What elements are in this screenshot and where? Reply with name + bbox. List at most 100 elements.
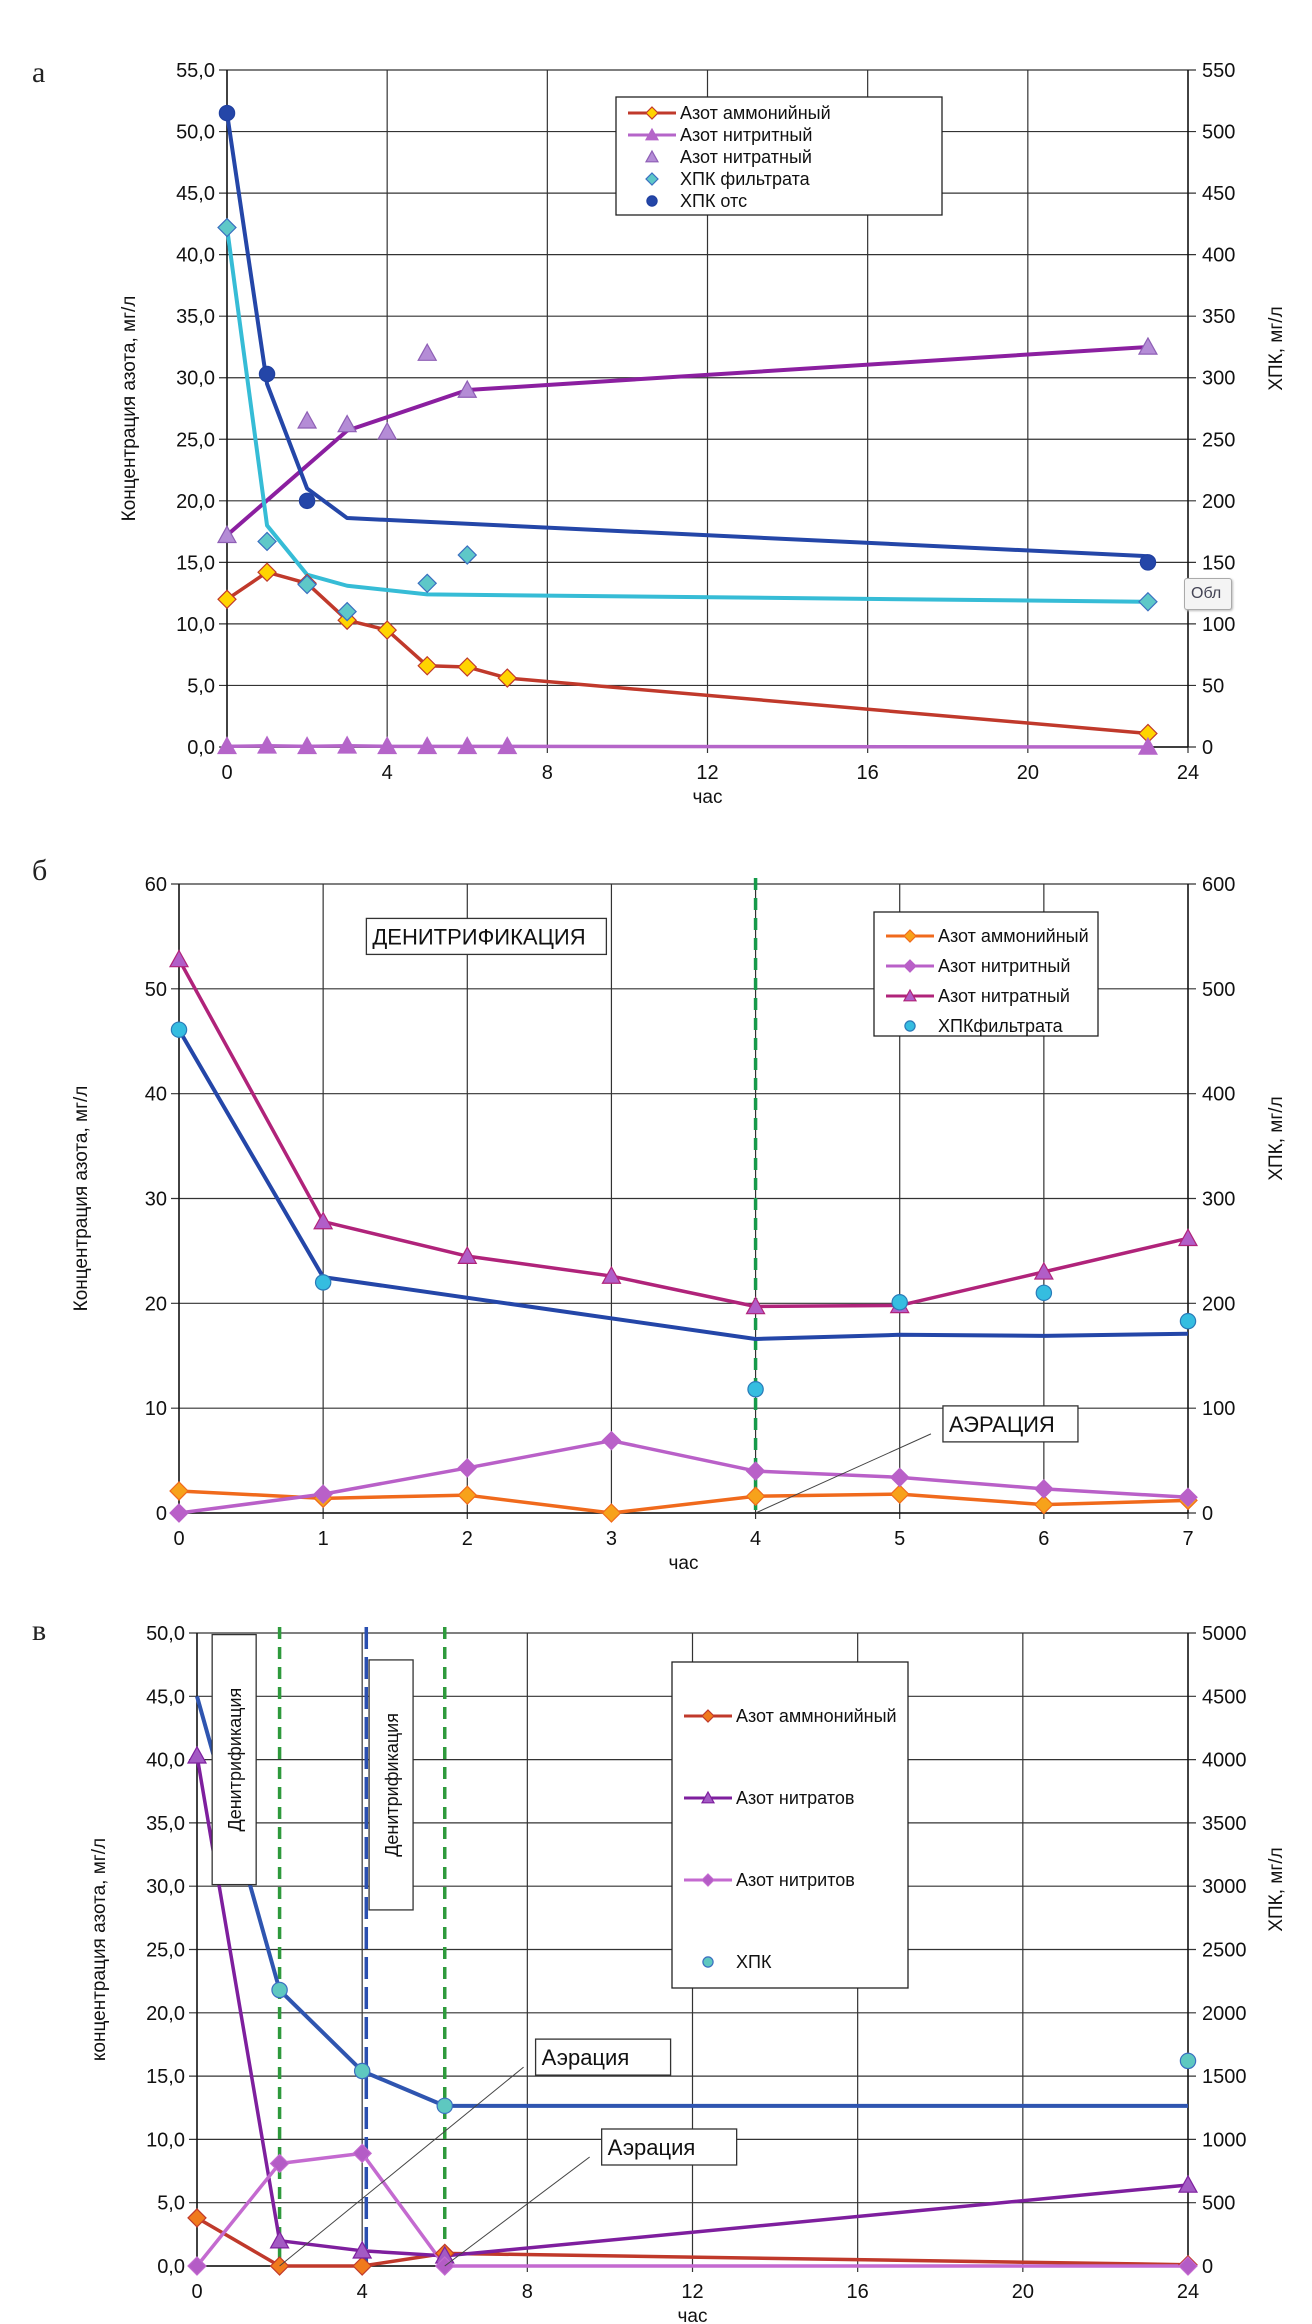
y2-tick-label: 300 [1202,368,1235,390]
data-point [297,574,317,595]
y2-tick-label: 100 [1202,1398,1235,1420]
legend-swatch-marker [646,195,658,207]
data-point [1179,1312,1197,1330]
series-line [178,1438,1189,1515]
data-point [216,525,238,544]
series-line [225,344,1149,537]
annotation-box [534,2038,672,2076]
y2-tick-label: 550 [1202,60,1235,82]
series-line [225,227,1148,604]
y-tick-label: 45,0 [146,1686,185,1708]
y2-tick-label: 2000 [1202,2003,1247,2025]
panel-label-a: а [32,56,45,89]
y2-axis-label: ХПК, мг/л [1266,1847,1287,1931]
y-tick-label: 35,0 [176,306,215,328]
data-point [1035,1284,1053,1302]
data-point [377,736,398,755]
chart-a: 0,0 5,0 10,0 15,0 20,0 25,0 30,0 35,0 40,0 45,0 50… [119,60,1287,808]
data-point [186,1745,208,1764]
y-tick-label: 10,0 [146,2129,185,2151]
x-tick-label: 20 [1017,762,1039,784]
y-tick-label: 0,0 [187,737,215,759]
y2-tick-label: 4000 [1202,1750,1247,1772]
legend-entry-label: Азот аммнонийный [736,1706,897,1726]
tooltip-fragment[interactable]: Обл [1184,578,1232,610]
data-point [747,1381,764,1398]
panel-label-b: б [32,854,47,887]
y-axis-label: концентрация азота, мг/л [89,1838,110,2061]
x-tick-label: 6 [1038,1528,1049,1550]
x-axis-label: час [678,2306,708,2324]
y-tick-label: 55,0 [176,60,215,82]
data-point [457,1458,478,1478]
y-tick-label: 25,0 [146,1940,185,1962]
data-point [297,410,318,429]
data-point [745,1296,766,1315]
y2-tick-label: 5000 [1202,1623,1247,1645]
legend-swatch-marker [644,127,660,141]
y2-tick-label: 200 [1202,1293,1235,1315]
x-tick-label: 24 [1177,762,1199,784]
y-tick-label: 20,0 [146,2003,185,2025]
data-point [168,949,190,968]
data-point [1178,1487,1198,1508]
y-tick-label: 50,0 [146,1623,185,1645]
x-tick-label: 16 [847,2281,869,2303]
y-tick-label: 50,0 [176,122,215,144]
y2-tick-label: 50 [1202,675,1224,697]
legend-swatch-marker [902,988,918,1002]
data-point [298,492,316,510]
x-tick-label: 12 [681,2281,703,2303]
data-point [257,531,277,552]
data-point [352,2240,373,2259]
y2-tick-label: 2500 [1202,1940,1247,1962]
data-point [314,1274,332,1291]
data-point [457,1485,478,1506]
data-point [170,1021,188,1038]
legend-swatch-marker [645,106,659,120]
annotation-label: Денитрификация [225,1688,245,1832]
y-tick-label: 25,0 [176,429,215,451]
legend-swatch-marker [903,959,917,973]
data-point [601,1503,622,1523]
chart-c: 0,0 5,0 10,0 15,0 20,0 25,0 30,0 35,0 40,0 45,0 50… [89,1623,1287,2324]
data-point [1179,2052,1197,2070]
data-point [217,589,237,610]
annotation-box [601,2128,738,2166]
data-point [352,2143,373,2164]
series-line [226,744,1148,749]
y-tick-label: 0,0 [157,2256,185,2278]
data-point [337,414,358,433]
annotation-box [211,1633,257,1886]
y2-tick-label: 150 [1202,552,1235,574]
data-point [1177,2174,1199,2193]
y2-tick-label: 500 [1202,122,1235,144]
legend-swatch-marker [701,1709,715,1723]
y2-tick-label: 3500 [1202,1813,1247,1835]
data-point [457,379,478,398]
data-point [169,1481,189,1501]
data-point [601,1265,622,1284]
y-tick-label: 60 [145,874,167,896]
y2-tick-label: 0 [1202,2256,1213,2278]
data-point [377,620,398,640]
y2-tick-label: 1500 [1202,2066,1247,2088]
data-point [313,1484,333,1504]
y2-tick-label: 0 [1202,737,1213,759]
x-tick-label: 4 [357,2281,368,2303]
y-tick-label: 35,0 [146,1813,185,1835]
data-point [337,601,357,622]
y-axis-label: Концентрация азота, мг/л [119,296,140,522]
legend-entry-label: Азот аммонийный [938,926,1089,946]
x-tick-label: 12 [696,762,718,784]
legend-entry-label: Азот нитритный [938,956,1070,976]
data-point [271,1981,288,1999]
y2-axis-label: ХПК, мг/л [1266,306,1287,390]
y-tick-label: 30 [145,1189,167,1211]
y-tick-label: 30,0 [176,368,215,390]
x-tick-label: 0 [191,2281,202,2303]
x-axis-label: час [669,1553,699,1574]
x-tick-label: 7 [1182,1528,1193,1550]
data-point [417,573,438,594]
y-tick-label: 5,0 [187,675,215,697]
